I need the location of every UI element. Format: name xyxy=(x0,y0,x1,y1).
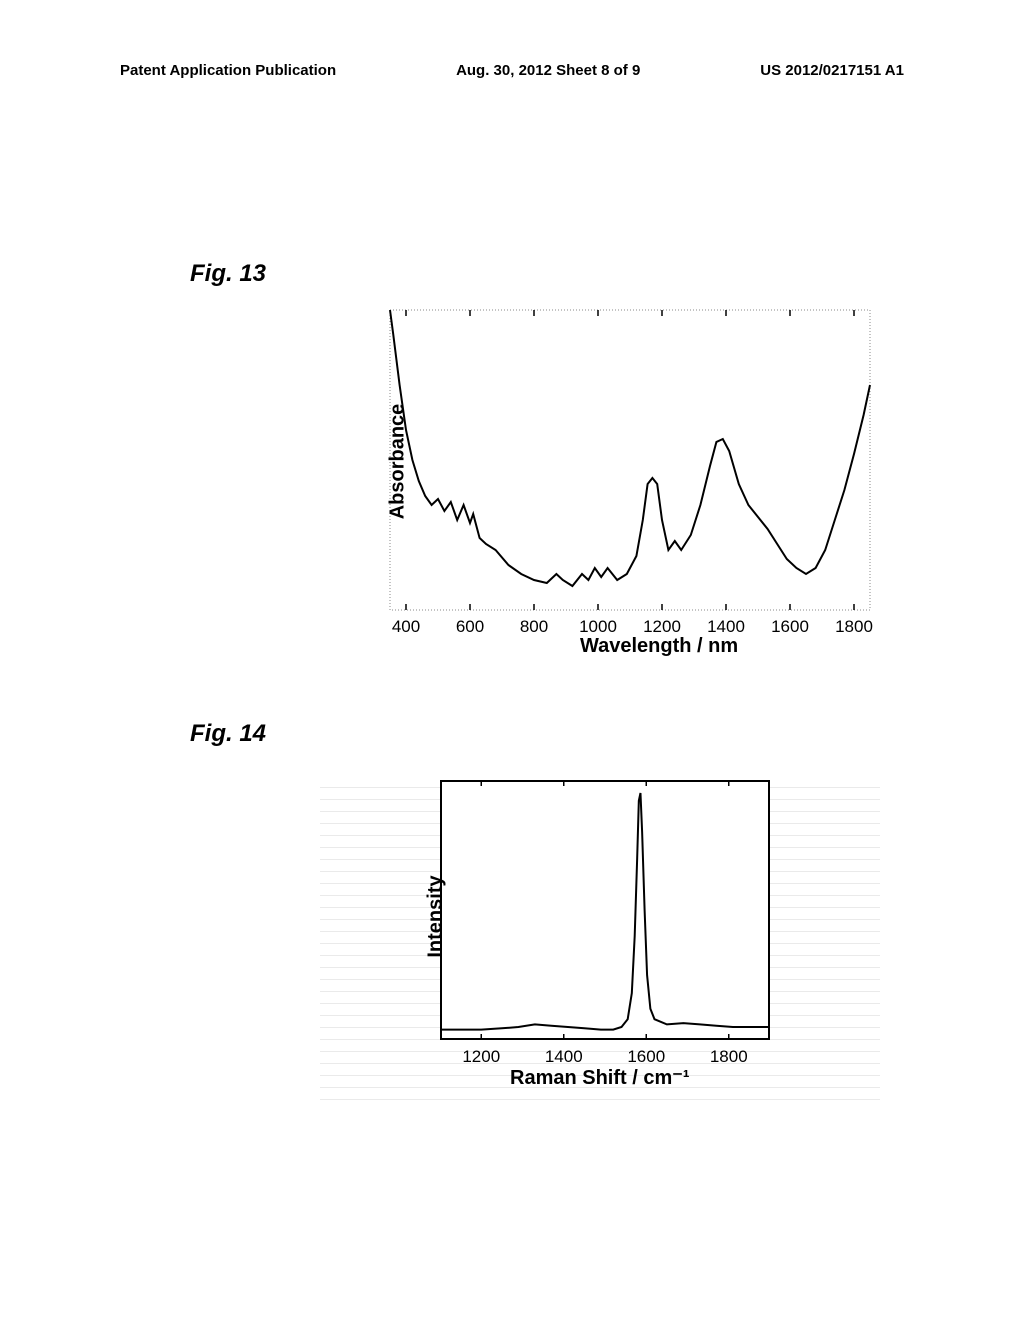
svg-text:1200: 1200 xyxy=(643,617,681,636)
svg-text:800: 800 xyxy=(520,617,548,636)
header-right: US 2012/0217151 A1 xyxy=(760,62,904,79)
svg-text:1800: 1800 xyxy=(835,617,873,636)
svg-text:1200: 1200 xyxy=(462,1047,500,1066)
svg-text:1400: 1400 xyxy=(545,1047,583,1066)
svg-text:1400: 1400 xyxy=(707,617,745,636)
page-header: Patent Application Publication Aug. 30, … xyxy=(0,62,1024,79)
svg-text:1800: 1800 xyxy=(710,1047,748,1066)
fig13-xlabel: Wavelength / nm xyxy=(580,635,738,658)
fig13-chart: 400 600 800 1000 1200 1400 1600 1800 Absorbance… xyxy=(320,300,880,670)
fig14-label: Fig. 14 xyxy=(190,720,266,748)
fig14-plot-svg: 1200 1400 1600 1800 xyxy=(320,780,880,1100)
svg-text:400: 400 xyxy=(392,617,420,636)
svg-text:600: 600 xyxy=(456,617,484,636)
fig13-label: Fig. 13 xyxy=(190,260,266,288)
svg-text:1600: 1600 xyxy=(771,617,809,636)
svg-text:1000: 1000 xyxy=(579,617,617,636)
fig14-chart: 1200 1400 1600 1800 Intensity Raman Shift /… xyxy=(320,780,880,1100)
fig13-ylabel: Absorbance xyxy=(386,404,409,520)
fig14-ylabel: Intensity xyxy=(425,875,448,957)
header-left: Patent Application Publication xyxy=(120,62,336,79)
svg-text:1600: 1600 xyxy=(627,1047,665,1066)
header-center: Aug. 30, 2012 Sheet 8 of 9 xyxy=(456,62,640,79)
fig14-xlabel: Raman Shift / cm⁻¹ xyxy=(510,1065,689,1090)
